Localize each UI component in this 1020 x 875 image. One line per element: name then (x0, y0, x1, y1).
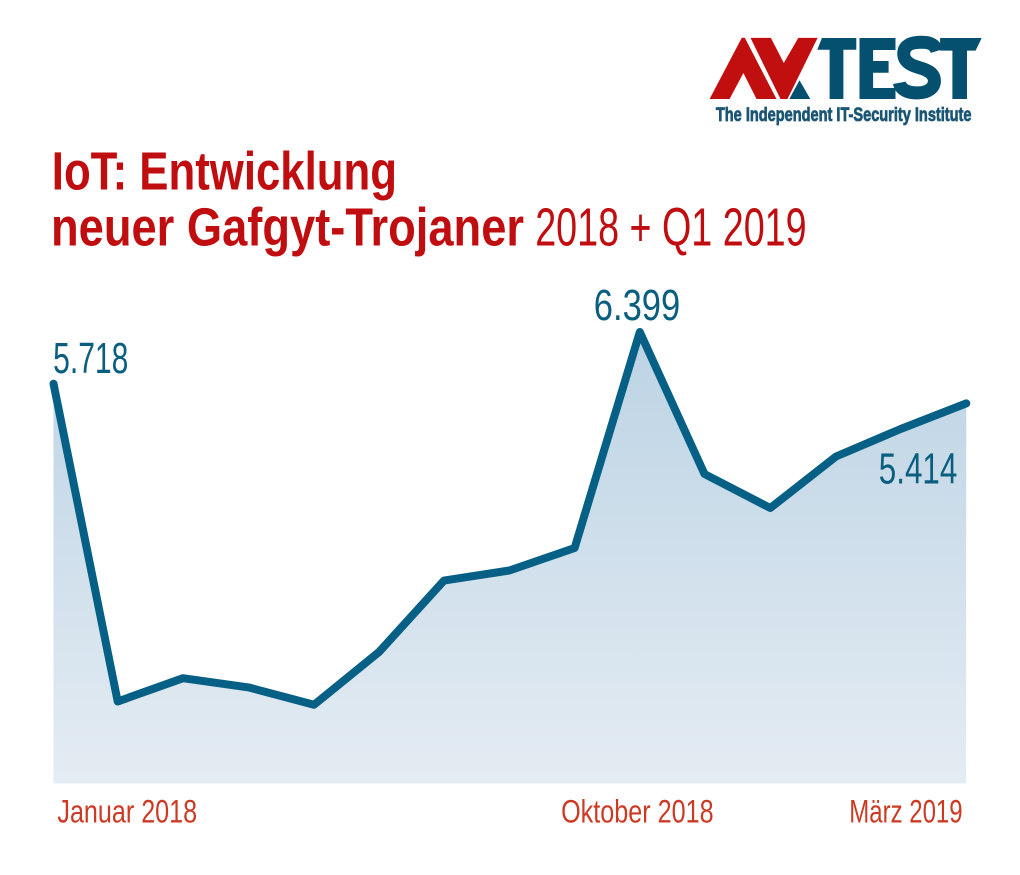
svg-text:neuer Gafgyt-Trojaner: neuer Gafgyt-Trojaner (51, 199, 524, 258)
svg-text:6.399: 6.399 (594, 282, 680, 330)
svg-text:5.718: 5.718 (53, 335, 128, 383)
svg-text:IoT: Entwicklung: IoT: Entwicklung (52, 142, 397, 201)
svg-text:5.414: 5.414 (879, 445, 958, 493)
svg-text:Oktober 2018: Oktober 2018 (561, 793, 714, 829)
svg-text:März 2019: März 2019 (849, 793, 962, 829)
svg-text:Januar 2018: Januar 2018 (57, 793, 197, 829)
svg-text:The Independent IT-Security In: The Independent IT-Security Institute (716, 104, 972, 126)
svg-text:2018 + Q1 2019: 2018 + Q1 2019 (535, 198, 806, 257)
